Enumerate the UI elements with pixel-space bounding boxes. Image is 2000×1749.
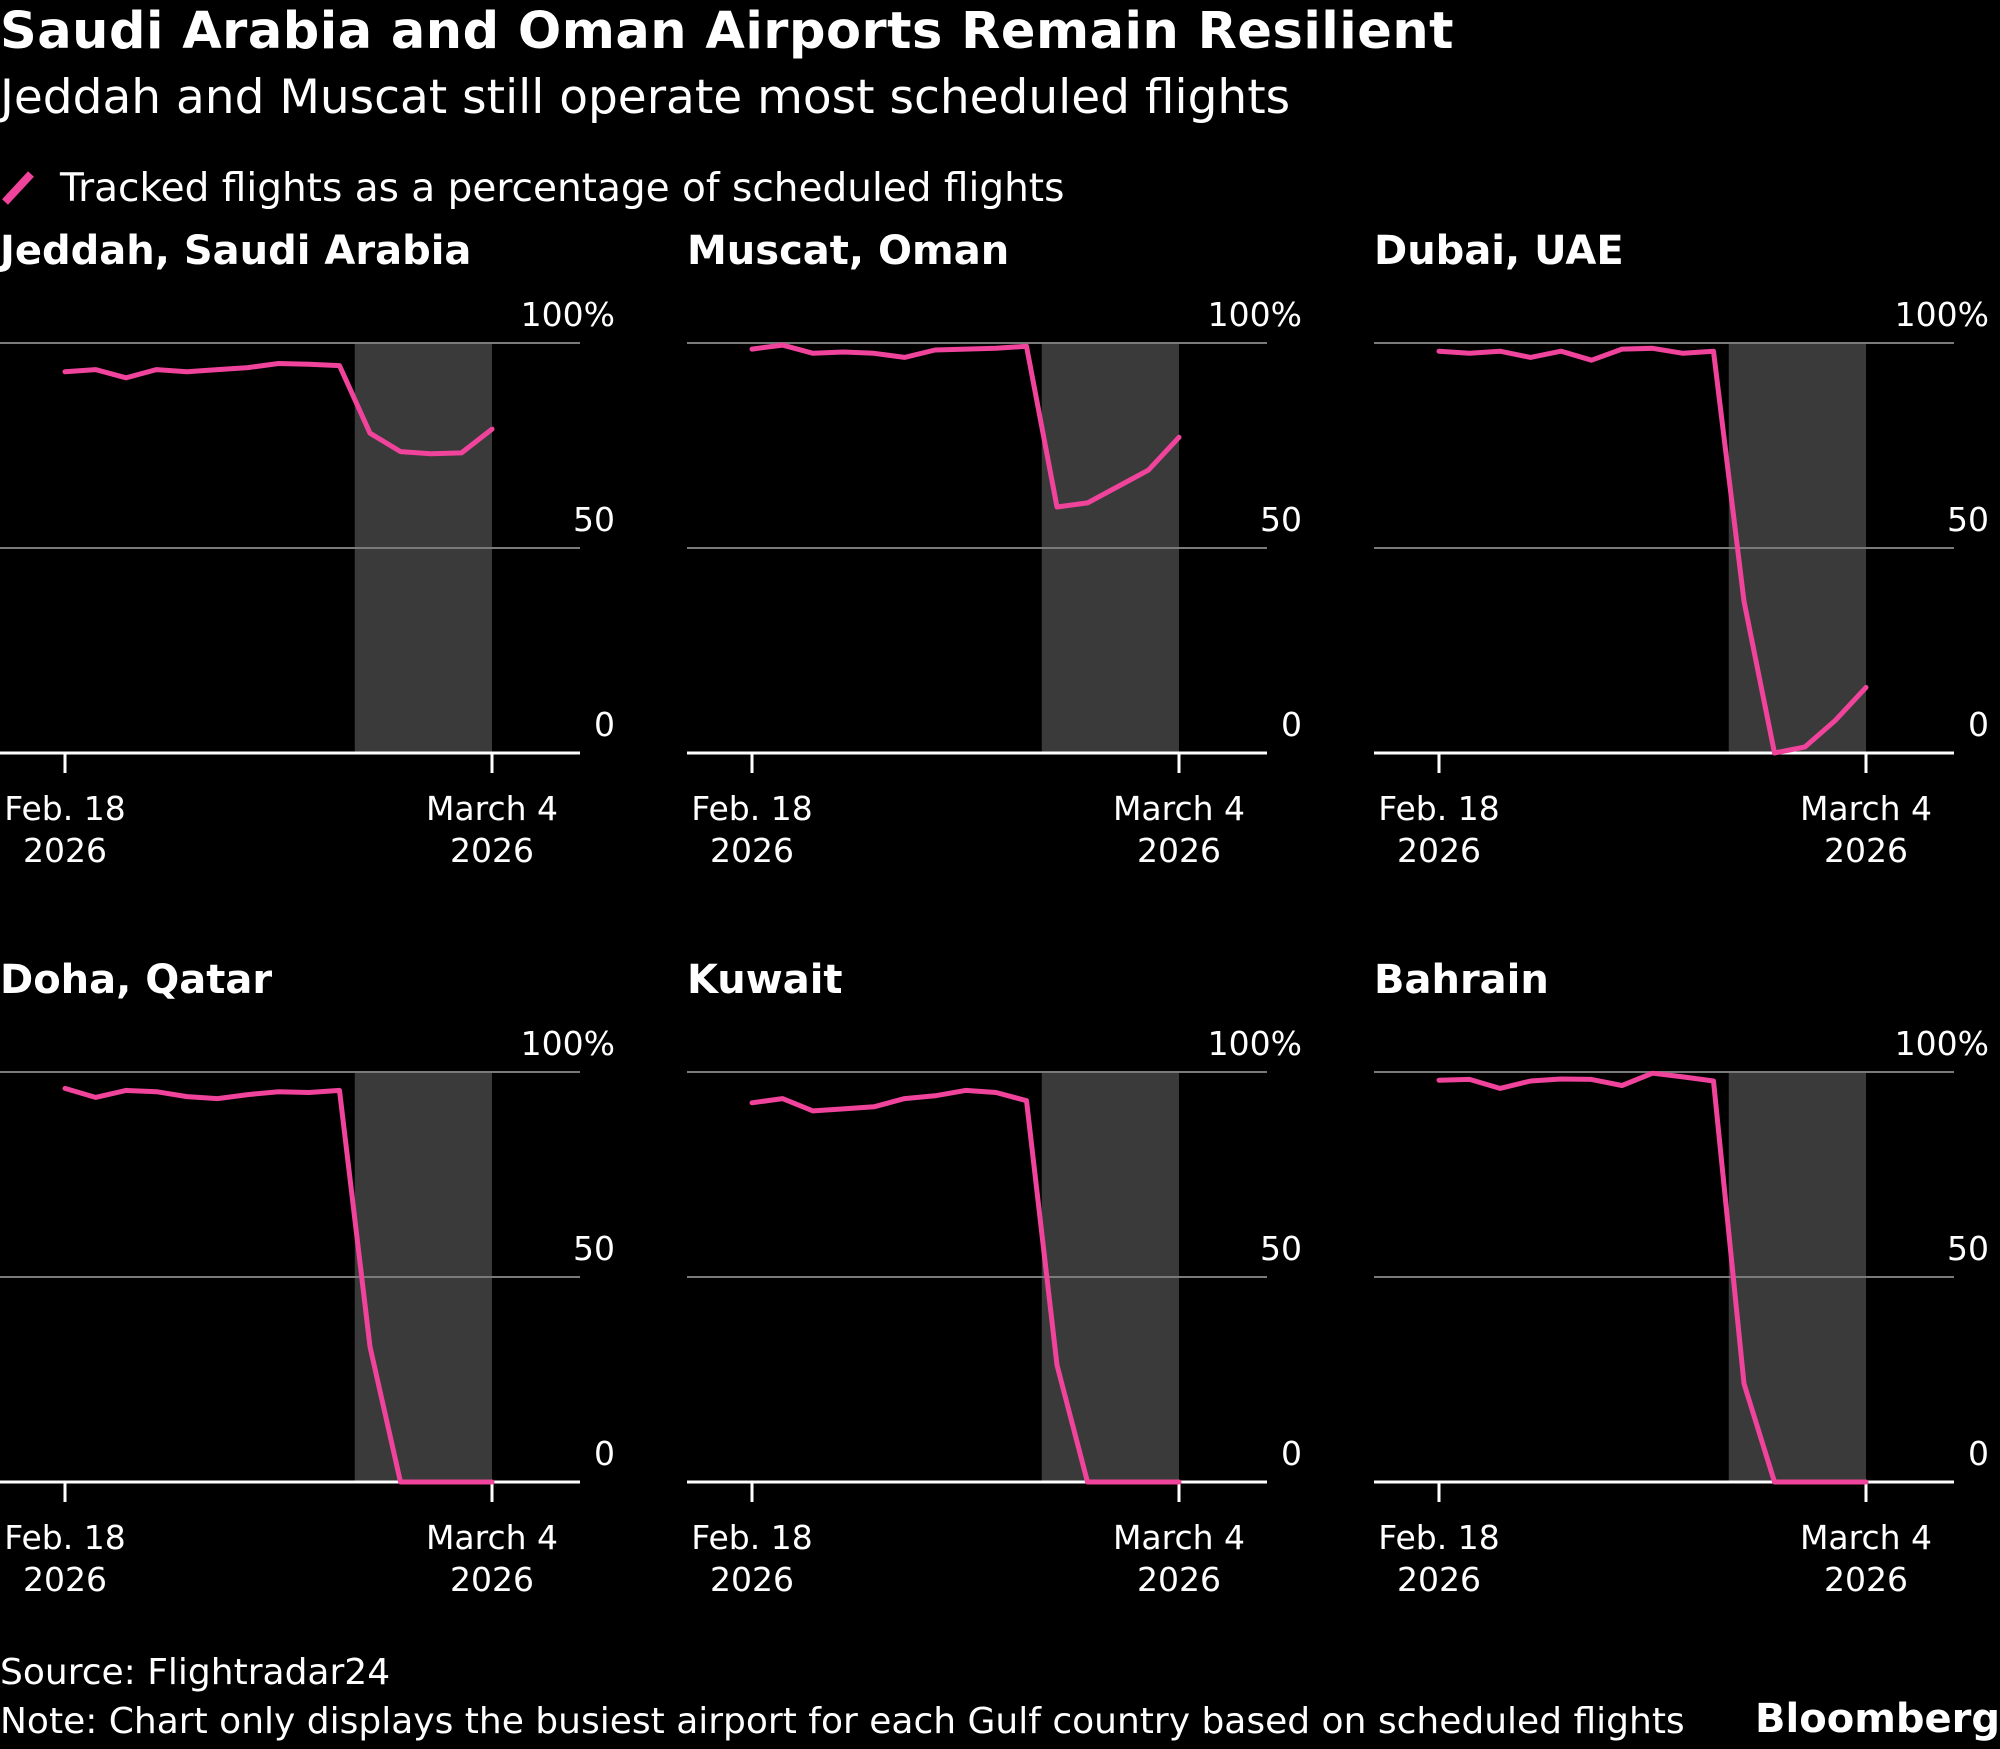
y-tick-label: 100% [521,1024,615,1063]
panel-dubai: Dubai, UAE 0 50 100% Feb. 18 2026 March 4 2026 [1374,228,2000,878]
x-tick-label: Feb. 18 [4,789,125,828]
x-tick-label: March 4 [1800,1518,1932,1557]
panel-kuwait: Kuwait 0 50 100% Feb. 18 2026 March 4 2026 [687,957,1347,1607]
legend-swatch [2,171,34,205]
y-tick-label: 50 [573,500,615,539]
y-tick-label: 100% [1208,295,1302,334]
x-tick-label: Feb. 18 [1378,1518,1499,1557]
y-tick-label: 0 [594,1434,615,1473]
x-tick-year-label: 2026 [1397,1560,1481,1599]
y-tick-label: 0 [1281,1434,1302,1473]
panel-title: Jeddah, Saudi Arabia [0,228,472,274]
x-tick-year-label: 2026 [1824,831,1908,870]
panel-title: Kuwait [687,957,843,1003]
x-tick-label: Feb. 18 [4,1518,125,1557]
panel-doha: Doha, Qatar 0 50 100% Feb. 18 2026 March 4 202… [0,957,660,1607]
series-line [62,1085,495,1485]
x-tick-year-label: 2026 [1137,1560,1221,1599]
panel-title: Muscat, Oman [687,228,1010,274]
y-tick-label: 50 [1260,500,1302,539]
y-tick-label: 50 [1947,1229,1989,1268]
y-tick-label: 100% [1895,295,1989,334]
chart-title: Saudi Arabia and Oman Airports Remain Re… [0,2,1455,61]
source-note: Source: Flightradar24 [0,1652,391,1693]
x-tick-year-label: 2026 [23,1560,107,1599]
series-line [62,361,495,457]
panel-title: Dubai, UAE [1374,228,1624,274]
x-tick-year-label: 2026 [23,831,107,870]
bloomberg-logo: Bloomberg [1755,1696,2000,1742]
x-tick-year-label: 2026 [1397,831,1481,870]
x-tick-label: March 4 [1800,789,1932,828]
x-tick-label: March 4 [426,789,558,828]
footnote: Note: Chart only displays the busiest ai… [0,1701,1685,1742]
x-tick-year-label: 2026 [710,1560,794,1599]
x-tick-year-label: 2026 [1137,831,1221,870]
y-tick-label: 0 [1968,1434,1989,1473]
x-tick-label: Feb. 18 [1378,789,1499,828]
panel-title: Bahrain [1374,957,1549,1003]
chart-subtitle: Jeddah and Muscat still operate most sch… [0,70,1291,125]
y-tick-label: 50 [1260,1229,1302,1268]
series-line [749,342,1182,510]
y-tick-label: 0 [1968,705,1989,744]
series-line [1436,1070,1869,1485]
panel-jeddah: Jeddah, Saudi Arabia 0 50 100% Feb. 18 2026 M… [0,228,660,878]
panel-bahrain: Bahrain 0 50 100% Feb. 18 2026 March 4 2026 [1374,957,2000,1607]
x-tick-label: Feb. 18 [691,1518,812,1557]
series-line [1436,345,1869,756]
panel-title: Doha, Qatar [0,957,273,1003]
y-tick-label: 100% [521,295,615,334]
y-tick-label: 0 [1281,705,1302,744]
y-tick-label: 100% [1895,1024,1989,1063]
x-tick-year-label: 2026 [450,831,534,870]
legend: Tracked flights as a percentage of sched… [0,163,1064,213]
y-tick-label: 50 [1947,500,1989,539]
series-line [749,1087,1182,1485]
x-tick-label: March 4 [426,1518,558,1557]
y-tick-label: 100% [1208,1024,1302,1063]
x-tick-year-label: 2026 [710,831,794,870]
panel-muscat: Muscat, Oman 0 50 100% Feb. 18 2026 March 4 20… [687,228,1347,878]
x-tick-year-label: 2026 [450,1560,534,1599]
x-tick-label: March 4 [1113,1518,1245,1557]
x-tick-label: March 4 [1113,789,1245,828]
y-tick-label: 50 [573,1229,615,1268]
y-tick-label: 0 [594,705,615,744]
legend-label: Tracked flights as a percentage of sched… [60,165,1065,211]
x-tick-label: Feb. 18 [691,789,812,828]
x-tick-year-label: 2026 [1824,1560,1908,1599]
